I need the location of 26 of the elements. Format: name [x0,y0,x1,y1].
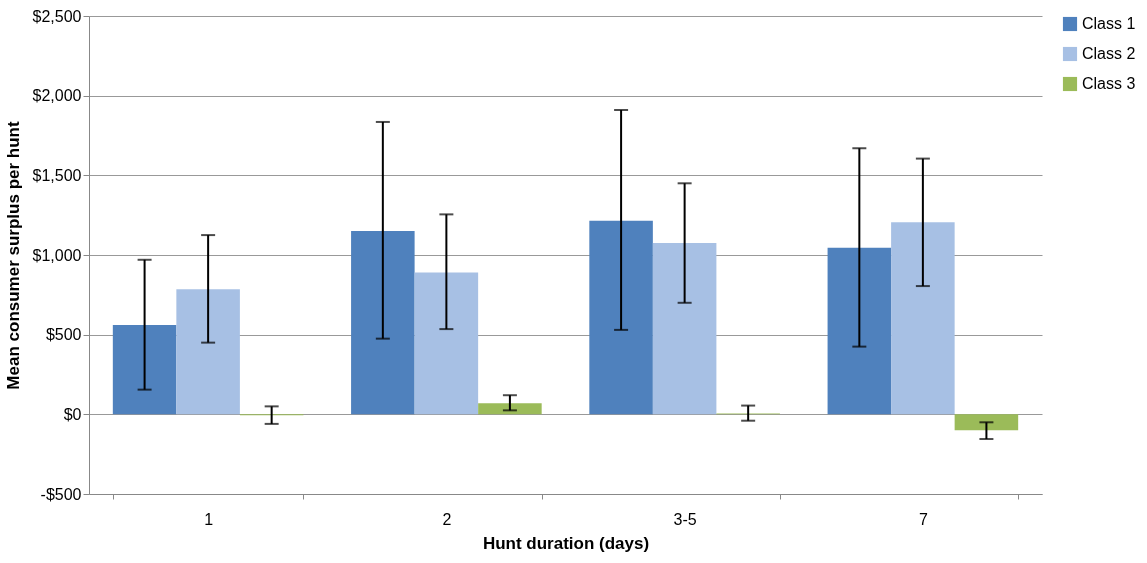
legend-label: Class 1 [1082,15,1136,32]
y-tick-label: $0 [63,405,82,423]
legend-label: Class 3 [1082,75,1136,92]
bar [478,403,542,415]
bar [891,222,955,415]
bar [954,414,1019,431]
y-tick-label: $1,000 [32,246,82,264]
bar [351,231,415,415]
bar [112,325,177,415]
x-tick-label: 1 [204,510,214,528]
y-tick-label: $2,000 [32,87,82,105]
bar [827,247,892,415]
y-axis-title: Mean consumer surplus per hunt [3,121,23,390]
bar [176,289,240,415]
y-tick-label: $1,500 [32,166,82,184]
x-axis-title: Hunt duration (days) [482,533,650,553]
legend-label: Class 2 [1082,45,1136,62]
y-tick-label: $2,500 [32,7,82,25]
bar [414,272,479,415]
bar [652,243,717,415]
x-tick-label: 2 [442,510,452,528]
x-tick-label: 7 [918,510,928,528]
x-tick-label: 3-5 [673,510,697,528]
y-tick-label: -$500 [40,485,82,503]
bar [589,220,653,415]
y-tick-label: $500 [45,326,82,344]
